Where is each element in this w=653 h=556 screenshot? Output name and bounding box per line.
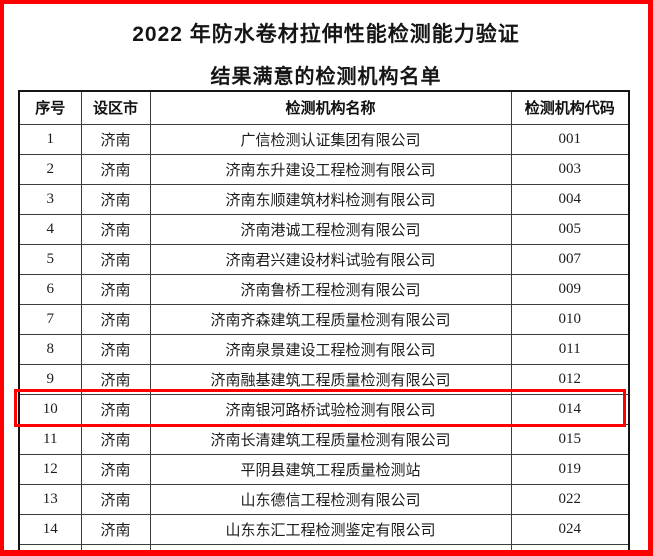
cell-name: 山东德信工程检测有限公司 — [149, 483, 512, 515]
cell-city: 济南 — [80, 123, 151, 155]
cell-city: 济南 — [80, 333, 151, 365]
cell-name: 济南君兴建设材料试验有限公司 — [149, 243, 512, 275]
cell-code: 003 — [510, 153, 630, 185]
cell-name: 济南融基建筑工程质量检测有限公司 — [149, 363, 512, 395]
table-row: 3 济南 济南东顺建筑材料检测有限公司 004 — [18, 183, 630, 215]
table-row: 12 济南 平阴县建筑工程质量检测站 019 — [18, 453, 630, 485]
cell-code-empty — [510, 543, 630, 550]
table-row: 6 济南 济南鲁桥工程检测有限公司 009 — [18, 273, 630, 305]
cell-city: 济南 — [80, 393, 151, 425]
table-row-partial — [18, 543, 630, 550]
table-row: 4 济南 济南港诚工程检测有限公司 005 — [18, 213, 630, 245]
cell-code: 019 — [510, 453, 630, 485]
cell-code: 015 — [510, 423, 630, 455]
cell-no-empty — [18, 543, 82, 550]
cell-no: 10 — [18, 393, 82, 425]
page-subtitle: 结果满意的检测机构名单 — [210, 66, 442, 88]
cell-code: 007 — [510, 243, 630, 275]
cell-no: 6 — [18, 273, 82, 305]
cell-city: 济南 — [80, 303, 151, 335]
results-table: 序号 设区市 检测机构名称 检测机构代码 1 济南 广信检测认证集团有限公司 001 2… — [18, 90, 630, 550]
cell-city: 济南 — [80, 423, 151, 455]
cell-no: 8 — [18, 333, 82, 365]
cell-no: 12 — [18, 453, 82, 485]
table-row-highlighted: 10 济南 济南银河路桥试验检测有限公司 014 — [18, 393, 630, 425]
table-row: 8 济南 济南泉景建设工程检测有限公司 011 — [18, 333, 630, 365]
cell-name: 济南东升建设工程检测有限公司 — [149, 153, 512, 185]
header-code: 检测机构代码 — [510, 90, 630, 125]
cell-code: 012 — [510, 363, 630, 395]
cell-city-empty — [80, 543, 151, 550]
cell-code: 014 — [510, 393, 630, 425]
table-row: 7 济南 济南齐森建筑工程质量检测有限公司 010 — [18, 303, 630, 335]
cell-code: 022 — [510, 483, 630, 515]
table-row: 13 济南 山东德信工程检测有限公司 022 — [18, 483, 630, 515]
cell-name-empty — [149, 543, 512, 550]
cell-city: 济南 — [80, 513, 151, 545]
header-name: 检测机构名称 — [149, 90, 512, 125]
cell-city: 济南 — [80, 363, 151, 395]
cell-no: 7 — [18, 303, 82, 335]
cell-name: 平阴县建筑工程质量检测站 — [149, 453, 512, 485]
cell-no: 4 — [18, 213, 82, 245]
cell-city: 济南 — [80, 483, 151, 515]
header-city: 设区市 — [80, 90, 151, 125]
cell-no: 9 — [18, 363, 82, 395]
cell-code: 009 — [510, 273, 630, 305]
table-row: 5 济南 济南君兴建设材料试验有限公司 007 — [18, 243, 630, 275]
cell-code: 011 — [510, 333, 630, 365]
cell-name: 济南银河路桥试验检测有限公司 — [149, 393, 512, 425]
cell-no: 5 — [18, 243, 82, 275]
cell-city: 济南 — [80, 153, 151, 185]
cell-city: 济南 — [80, 273, 151, 305]
table-row: 2 济南 济南东升建设工程检测有限公司 003 — [18, 153, 630, 185]
table-row: 11 济南 济南长清建筑工程质量检测有限公司 015 — [18, 423, 630, 455]
cell-no: 3 — [18, 183, 82, 215]
cell-name: 济南长清建筑工程质量检测有限公司 — [149, 423, 512, 455]
cell-city: 济南 — [80, 243, 151, 275]
cell-name: 济南鲁桥工程检测有限公司 — [149, 273, 512, 305]
cell-code: 005 — [510, 213, 630, 245]
cell-city: 济南 — [80, 213, 151, 245]
cell-code: 001 — [510, 123, 630, 155]
page-title: 2022 年防水卷材拉伸性能检测能力验证 — [132, 23, 520, 46]
cell-city: 济南 — [80, 453, 151, 485]
table-row: 1 济南 广信检测认证集团有限公司 001 — [18, 123, 630, 155]
header-no: 序号 — [18, 90, 82, 125]
table-row: 9 济南 济南融基建筑工程质量检测有限公司 012 — [18, 363, 630, 395]
cell-code: 024 — [510, 513, 630, 545]
cell-no: 1 — [18, 123, 82, 155]
cell-no: 14 — [18, 513, 82, 545]
cell-name: 济南泉景建设工程检测有限公司 — [149, 333, 512, 365]
table-row: 14 济南 山东东汇工程检测鉴定有限公司 024 — [18, 513, 630, 545]
cell-code: 010 — [510, 303, 630, 335]
table-body: 1 济南 广信检测认证集团有限公司 001 2 济南 济南东升建设工程检测有限公司 003 3 济… — [18, 123, 630, 550]
cell-no: 11 — [18, 423, 82, 455]
cell-name: 广信检测认证集团有限公司 — [149, 123, 512, 155]
cell-name: 济南东顺建筑材料检测有限公司 — [149, 183, 512, 215]
cell-name: 济南齐森建筑工程质量检测有限公司 — [149, 303, 512, 335]
table-header-row: 序号 设区市 检测机构名称 检测机构代码 — [18, 90, 630, 125]
cell-name: 济南港诚工程检测有限公司 — [149, 213, 512, 245]
cell-city: 济南 — [80, 183, 151, 215]
cell-name: 山东东汇工程检测鉴定有限公司 — [149, 513, 512, 545]
cell-no: 2 — [18, 153, 82, 185]
cell-no: 13 — [18, 483, 82, 515]
cell-code: 004 — [510, 183, 630, 215]
